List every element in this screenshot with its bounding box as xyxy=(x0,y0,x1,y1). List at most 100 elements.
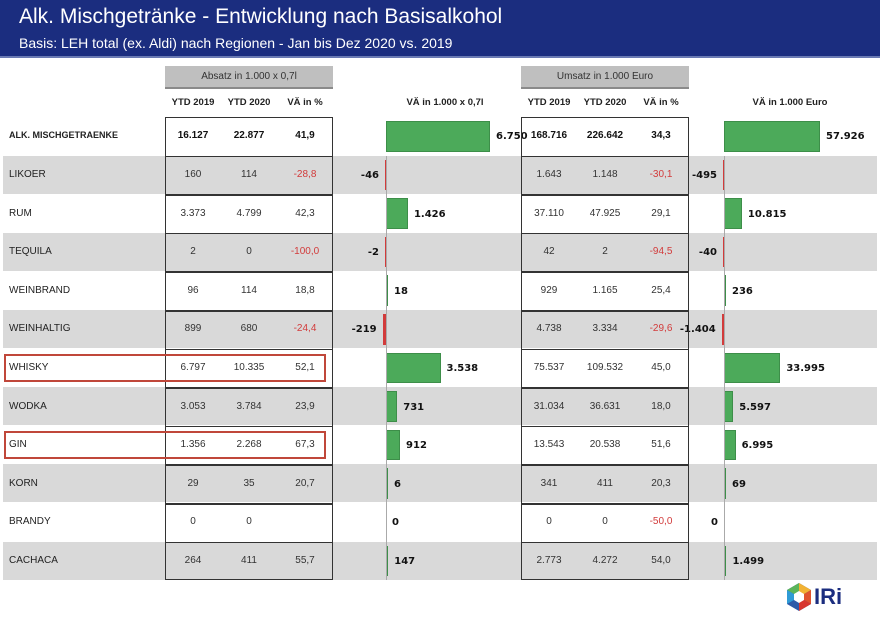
row-label: BRANDY xyxy=(9,516,51,528)
iri-logo-icon xyxy=(787,583,811,611)
row-divider xyxy=(165,387,333,389)
ums-diff-bar xyxy=(721,314,724,345)
cell-abs-pct: 42,3 xyxy=(295,207,315,219)
row-label: WEINBRAND xyxy=(9,284,71,296)
cell-ums-pct: 25,4 xyxy=(651,284,671,296)
row-divider xyxy=(521,155,689,158)
cell-ums-2019: 37.110 xyxy=(534,207,564,219)
cell-ums-2020: 1.148 xyxy=(592,168,618,180)
cell-abs-2020: 0 xyxy=(246,516,252,528)
cell-abs-2019: 6.797 xyxy=(180,361,206,373)
cell-ums-2019: 4.738 xyxy=(536,323,562,335)
row-divider xyxy=(165,541,333,544)
cell-abs-pct: 20,7 xyxy=(295,477,315,489)
umsatz-group-header: Umsatz in 1.000 Euro xyxy=(521,66,689,89)
col-umsatz-va-euro: VÄ in 1.000 Euro xyxy=(752,97,828,108)
row-label: WEINHALTIG xyxy=(9,323,71,335)
cell-abs-2020: 3.784 xyxy=(236,400,262,412)
row-label: ALK. MISCHGETRAENKE xyxy=(9,130,119,141)
row-background xyxy=(3,155,877,194)
row-divider xyxy=(521,541,689,544)
col-umsatz-ytd2020: YTD 2020 xyxy=(583,97,627,108)
row-divider xyxy=(521,387,689,389)
ums-diff-label: 236 xyxy=(732,285,753,297)
cell-ums-2019: 168.716 xyxy=(530,130,568,142)
cell-ums-pct: 29,1 xyxy=(651,207,671,219)
cell-abs-2020: 0 xyxy=(246,246,252,258)
cell-ums-pct: 51,6 xyxy=(651,439,671,451)
row-background xyxy=(3,310,877,348)
abs-diff-label: 0 xyxy=(392,517,399,529)
row-divider xyxy=(165,348,333,351)
abs-diff-label: 6.750 xyxy=(496,131,528,143)
abs-diff-label: 147 xyxy=(394,555,416,567)
row-divider xyxy=(521,503,689,505)
row-label: WODKA xyxy=(9,400,47,412)
abs-diff-bar xyxy=(386,391,398,422)
ums-diff-label: 0 xyxy=(711,517,718,529)
ums-diff-label: 57.926 xyxy=(826,131,865,143)
row-background xyxy=(3,541,877,580)
cell-abs-2019: 0 xyxy=(190,516,196,528)
row-divider xyxy=(521,310,689,312)
cell-ums-pct: 20,3 xyxy=(651,477,671,489)
abs-diff-label: -219 xyxy=(351,324,377,336)
slide-subtitle: Basis: LEH total (ex. Aldi) nach Regione… xyxy=(19,35,453,51)
row-divider xyxy=(165,425,333,428)
cell-ums-2019: 75.537 xyxy=(533,361,565,373)
cell-abs-2019: 2 xyxy=(190,246,196,258)
cell-ums-pct: -29,6 xyxy=(649,323,673,335)
abs-diff-label: 731 xyxy=(403,401,425,413)
cell-abs-2020: 35 xyxy=(243,477,255,489)
cell-ums-2019: 1.643 xyxy=(536,168,562,180)
ums-diff-label: -1.404 xyxy=(679,324,716,336)
cell-abs-2020: 4.799 xyxy=(236,207,262,219)
abs-diff-label: -2 xyxy=(367,247,379,259)
cell-abs-pct: 67,3 xyxy=(295,439,315,451)
cell-ums-2020: 411 xyxy=(597,477,613,489)
cell-abs-2019: 1.356 xyxy=(180,439,206,451)
row-divider xyxy=(521,232,689,235)
row-divider xyxy=(521,271,689,273)
cell-ums-2019: 13.543 xyxy=(533,439,565,451)
absatz-group-header: Absatz in 1.000 x 0,7l xyxy=(165,66,333,89)
row-label: TEQUILA xyxy=(9,246,52,258)
abs-diff-bar xyxy=(386,352,441,384)
row-divider xyxy=(521,194,689,196)
cell-abs-2020: 10.335 xyxy=(233,361,265,373)
ums-diff-bar xyxy=(724,429,736,461)
cell-abs-2019: 29 xyxy=(187,477,199,489)
cell-ums-2019: 929 xyxy=(540,284,558,296)
abs-diff-label: 3.538 xyxy=(446,362,479,374)
cell-ums-2020: 20.538 xyxy=(589,439,621,451)
row-divider xyxy=(165,155,333,158)
row-divider xyxy=(165,194,333,196)
cell-ums-2019: 341 xyxy=(540,477,558,489)
row-label: KORN xyxy=(9,477,38,489)
cell-ums-pct: -94,5 xyxy=(649,246,673,258)
abs-diff-bar xyxy=(385,159,386,191)
cell-abs-2020: 680 xyxy=(240,323,258,335)
row-background xyxy=(3,232,877,271)
ums-diff-label: 69 xyxy=(732,478,746,490)
ums-diff-label: 10.815 xyxy=(747,208,787,220)
abs-diff-bar xyxy=(382,314,386,345)
row-background xyxy=(3,464,877,503)
cell-abs-pct: -28,8 xyxy=(293,168,317,180)
cell-ums-2019: 42 xyxy=(543,246,555,258)
row-divider xyxy=(521,348,689,351)
row-label: LIKOER xyxy=(9,168,46,180)
ums-diff-label: -40 xyxy=(698,247,717,259)
row-divider xyxy=(165,503,333,505)
abs-diff-bar xyxy=(386,121,490,152)
col-absatz-ytd2019: YTD 2019 xyxy=(171,97,215,108)
cell-abs-pct: 23,9 xyxy=(295,400,315,412)
cell-ums-pct: 54,0 xyxy=(651,554,671,566)
col-absatz-va-pct: VÄ in % xyxy=(287,97,323,108)
ums-diff-bar xyxy=(723,236,724,268)
ums-diff-label: 5.597 xyxy=(739,401,771,413)
abs-diff-bar xyxy=(385,236,386,268)
cell-ums-pct: -50,0 xyxy=(649,516,673,528)
row-label: WHISKY xyxy=(9,361,49,373)
cell-ums-2020: 0 xyxy=(602,516,608,528)
